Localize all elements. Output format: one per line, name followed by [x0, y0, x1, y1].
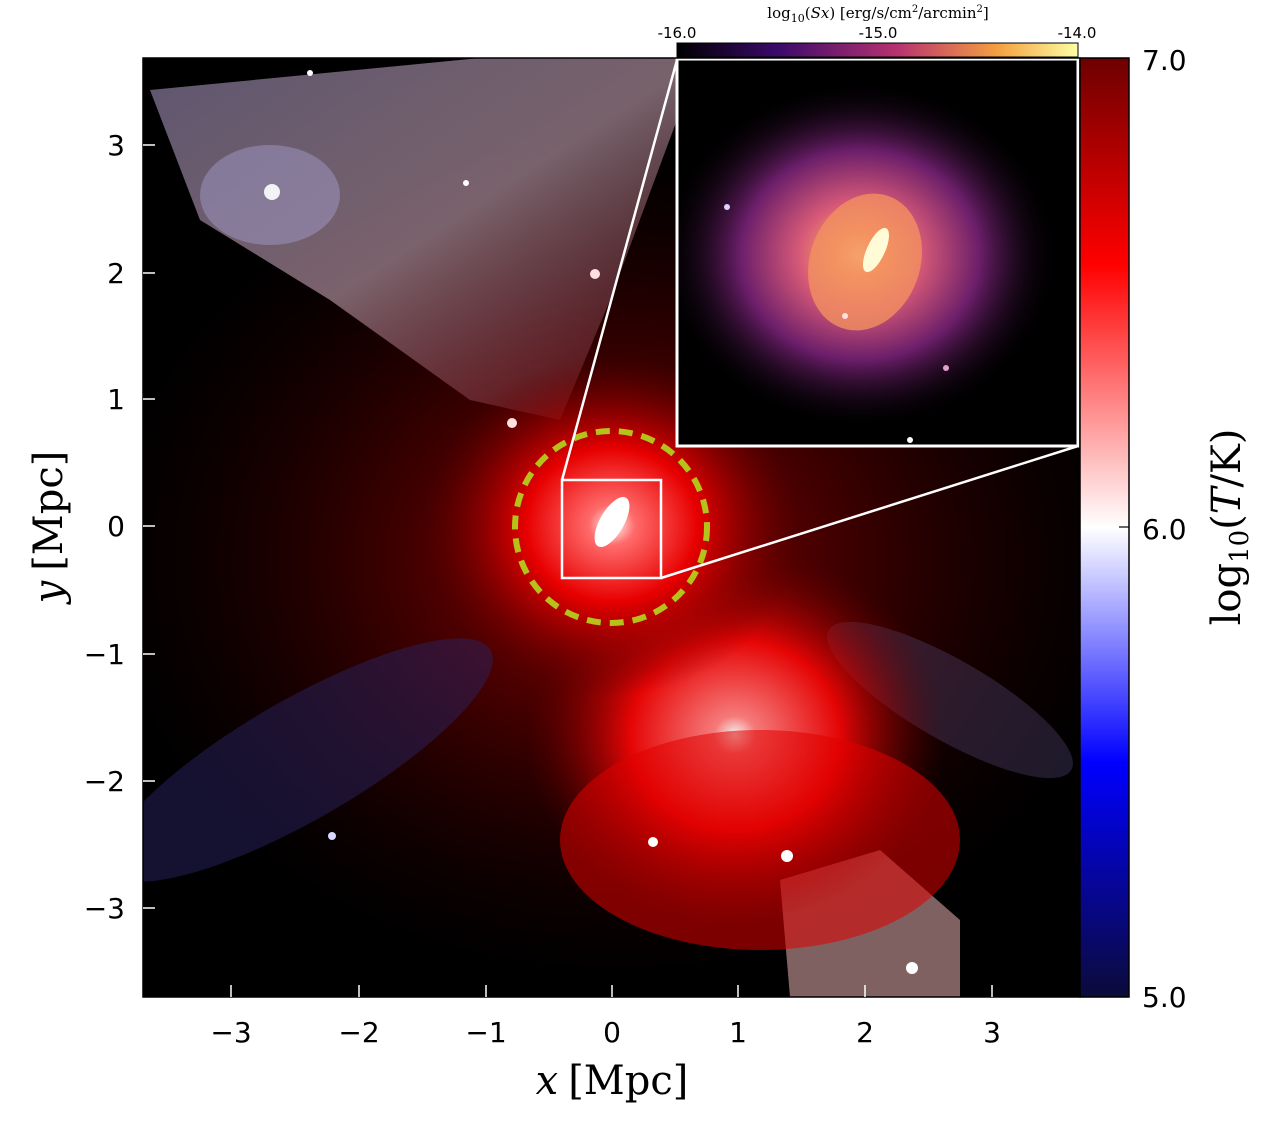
- temperature-cbar-tick-label: 6.0: [1142, 513, 1187, 546]
- y-tick-label: −1: [84, 638, 125, 671]
- y-axis-title: y[Mpc]: [26, 451, 72, 606]
- temperature-cbar-title: log10(T/K): [1204, 429, 1255, 626]
- x-tick-labels: −3 −2 −1 0 1 2 3: [210, 1016, 1001, 1049]
- y-tick-label: 2: [107, 257, 125, 290]
- sx-cbar-tick-label: -16.0: [658, 24, 697, 42]
- y-tick-label: −2: [84, 765, 125, 798]
- sx-cbar-tick-label: -15.0: [859, 24, 898, 42]
- temperature-cbar-tick-label: 5.0: [1142, 981, 1187, 1014]
- x-tick-label: −1: [465, 1016, 506, 1049]
- x-tick-label: 1: [729, 1016, 747, 1049]
- y-tick-label: 1: [107, 383, 125, 416]
- y-tick-marks: [143, 144, 155, 909]
- y-tick-labels: 3 2 1 0 −1 −2 −3: [84, 129, 125, 925]
- inset-frame: [675, 57, 1080, 448]
- aperture-circle: [512, 428, 710, 626]
- inset-xray-image: [677, 58, 1078, 446]
- y-tick-label: 0: [107, 510, 125, 543]
- y-tick-label: 3: [107, 129, 125, 162]
- temperature-cbar-tick-label: 7.0: [1142, 44, 1187, 77]
- zoom-connector-bottom: [660, 444, 1079, 580]
- x-tick-label: 0: [603, 1016, 621, 1049]
- y-tick-label: −3: [84, 892, 125, 925]
- x-tick-label: 3: [983, 1016, 1001, 1049]
- sx-colorbar: [676, 42, 1079, 58]
- x-tick-label: −2: [338, 1016, 379, 1049]
- x-axis-title: x [Mpc]: [536, 1058, 689, 1104]
- x-tick-label: 2: [856, 1016, 874, 1049]
- zoom-connector-top: [560, 59, 679, 481]
- x-tick-marks: [230, 985, 993, 997]
- sx-cbar-tick-label: -14.0: [1058, 24, 1097, 42]
- x-tick-label: −3: [210, 1016, 251, 1049]
- sx-cbar-title: log10(Sx) [erg/s/cm2/arcmin2]: [767, 4, 988, 25]
- zoom-box: [560, 478, 663, 580]
